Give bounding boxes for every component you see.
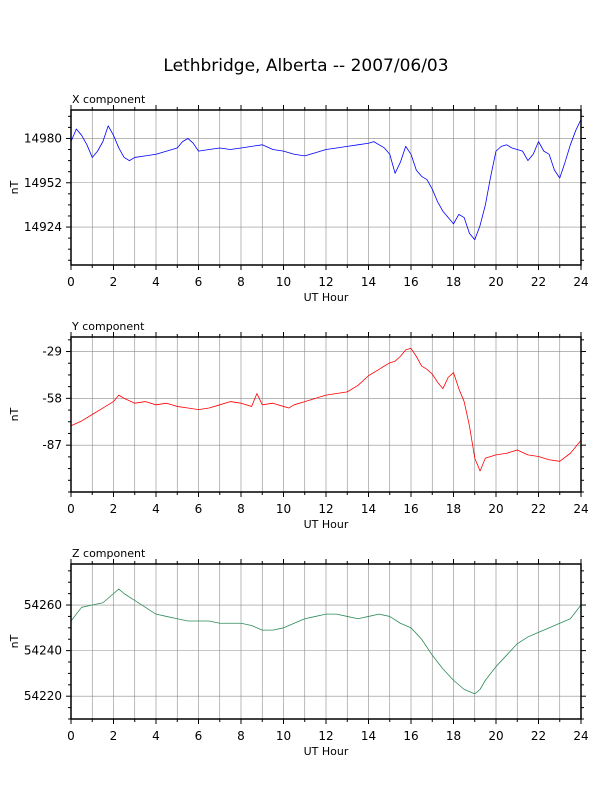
x-tick-label: 24 bbox=[573, 729, 588, 743]
x-tick-label: 2 bbox=[110, 729, 118, 743]
y-axis-label: nT bbox=[8, 180, 21, 194]
x-tick-label: 6 bbox=[195, 729, 203, 743]
data-series-line bbox=[70, 347, 582, 472]
data-series-line bbox=[70, 588, 582, 695]
y-tick-label: 14924 bbox=[24, 220, 62, 234]
x-tick-label: 18 bbox=[446, 275, 461, 289]
x-tick-label: 16 bbox=[403, 275, 418, 289]
y-tick-label: 14980 bbox=[24, 131, 62, 145]
x-tick-label: 8 bbox=[237, 502, 245, 516]
x-tick-label: 4 bbox=[152, 275, 160, 289]
x-tick-label: 24 bbox=[573, 275, 588, 289]
panel-label: X component bbox=[72, 93, 146, 106]
x-axis-label: UT Hour bbox=[304, 745, 349, 758]
x-tick-label: 8 bbox=[237, 275, 245, 289]
x-tick-label: 14 bbox=[361, 502, 376, 516]
x-tick-label: 12 bbox=[318, 729, 333, 743]
x-axis-label: UT Hour bbox=[304, 291, 349, 304]
page-title: Lethbridge, Alberta -- 2007/06/03 bbox=[163, 56, 449, 76]
x-tick-label: 6 bbox=[195, 502, 203, 516]
x-tick-label: 4 bbox=[152, 502, 160, 516]
x-tick-label: 6 bbox=[195, 275, 203, 289]
panel-label: Z component bbox=[72, 547, 146, 560]
x-tick-label: 10 bbox=[276, 502, 291, 516]
x-tick-label: 18 bbox=[446, 729, 461, 743]
x-tick-label: 12 bbox=[318, 275, 333, 289]
y-tick-label: 14952 bbox=[24, 176, 62, 190]
x-tick-label: 20 bbox=[488, 729, 503, 743]
x-tick-label: 14 bbox=[361, 729, 376, 743]
x-tick-label: 16 bbox=[403, 502, 418, 516]
x-tick-label: 22 bbox=[531, 275, 546, 289]
panel-label: Y component bbox=[71, 320, 145, 333]
y-tick-label: -29 bbox=[42, 345, 62, 359]
x-tick-label: 10 bbox=[276, 729, 291, 743]
x-tick-label: 0 bbox=[67, 502, 75, 516]
x-tick-label: 16 bbox=[403, 729, 418, 743]
x-tick-label: 0 bbox=[67, 729, 75, 743]
x-tick-label: 12 bbox=[318, 502, 333, 516]
y-tick-label: -87 bbox=[42, 438, 62, 452]
x-tick-label: 22 bbox=[531, 729, 546, 743]
y-tick-label: -58 bbox=[42, 391, 62, 405]
x-tick-label: 22 bbox=[531, 502, 546, 516]
x-tick-label: 10 bbox=[276, 275, 291, 289]
x-tick-label: 8 bbox=[237, 729, 245, 743]
x-tick-label: 2 bbox=[110, 502, 118, 516]
x-tick-label: 20 bbox=[488, 502, 503, 516]
x-tick-label: 4 bbox=[152, 729, 160, 743]
y-tick-label: 54240 bbox=[24, 644, 62, 658]
x-tick-label: 2 bbox=[110, 275, 118, 289]
x-tick-label: 14 bbox=[361, 275, 376, 289]
y-axis-label: nT bbox=[8, 634, 21, 648]
x-tick-label: 18 bbox=[446, 502, 461, 516]
y-axis-label: nT bbox=[8, 407, 21, 421]
y-tick-label: 54220 bbox=[24, 689, 62, 703]
x-tick-label: 0 bbox=[67, 275, 75, 289]
x-tick-label: 24 bbox=[573, 502, 588, 516]
data-series-line bbox=[70, 119, 582, 241]
x-axis-label: UT Hour bbox=[304, 518, 349, 531]
y-tick-label: 54260 bbox=[24, 598, 62, 612]
x-tick-label: 20 bbox=[488, 275, 503, 289]
